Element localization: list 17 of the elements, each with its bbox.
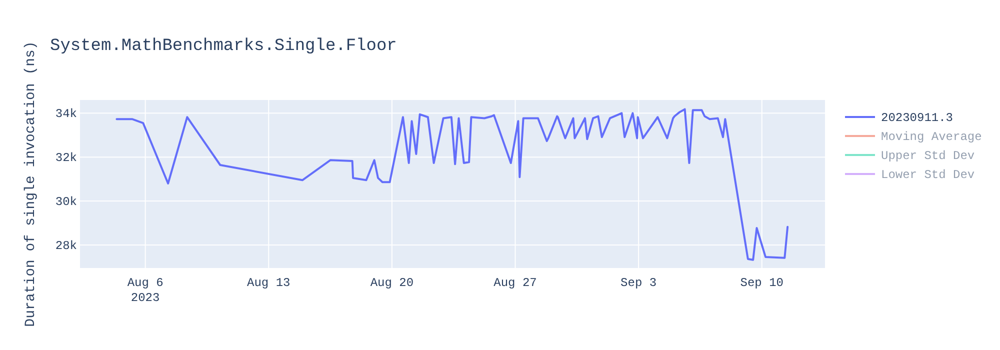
y-axis-title: Duration of single invocation (ns) (23, 41, 39, 327)
y-tick-label: 28k (55, 238, 77, 253)
legend-label: Lower Std Dev (881, 168, 975, 182)
x-tick-label: Aug 20 (370, 276, 414, 290)
x-tick-label: Sep 3 (620, 276, 657, 290)
x-tick-label: Sep 10 (740, 276, 784, 290)
line-series (116, 108, 789, 261)
legend-label: Upper Std Dev (881, 149, 975, 163)
chart-title: System.MathBenchmarks.Single.Floor (50, 37, 397, 56)
y-tick-label: 34k (55, 107, 77, 122)
y-tick-label: 32k (55, 151, 77, 166)
y-tick-label: 30k (55, 195, 77, 210)
x-tick-label: Aug 13 (247, 276, 290, 290)
x-tick-label: Aug 6 2023 (127, 276, 164, 305)
x-tick-label: Aug 27 (494, 276, 537, 290)
legend-label: Moving Average (881, 130, 982, 144)
legend-label: 20230911.3 (881, 111, 954, 125)
